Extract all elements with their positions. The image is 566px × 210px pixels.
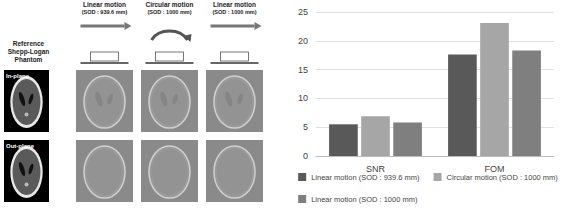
svg-text:(SOD : 939.6 mm): (SOD : 939.6 mm) [82,9,128,15]
svg-text:Reference: Reference [13,40,45,47]
svg-text:0: 0 [303,151,308,161]
svg-text:15: 15 [298,65,308,75]
svg-text:Linear motion: Linear motion [213,1,256,8]
svg-text:Out-plane: Out-plane [6,143,35,149]
svg-text:Shepp-Logan: Shepp-Logan [8,48,50,56]
svg-text:Linear motion (SOD : 939.6 mm): Linear motion (SOD : 939.6 mm) [311,173,420,182]
svg-text:SNR: SNR [366,163,385,174]
svg-text:In-plane: In-plane [6,73,30,79]
svg-text:FOM: FOM [484,163,505,174]
svg-text:10: 10 [298,93,308,103]
svg-text:5: 5 [303,122,308,132]
svg-text:20: 20 [298,36,308,46]
svg-text:(SOD : 1000 mm): (SOD : 1000 mm) [147,9,191,15]
svg-text:Linear motion: Linear motion [83,1,126,8]
svg-text:25: 25 [298,7,308,17]
svg-text:Circular motion (SOD : 1000 mm: Circular motion (SOD : 1000 mm) [447,173,559,182]
svg-text:Linear motion (SOD : 1000 mm): Linear motion (SOD : 1000 mm) [311,195,418,204]
svg-text:(SOD : 1000 mm): (SOD : 1000 mm) [212,9,256,15]
svg-text:Phantom: Phantom [15,56,43,63]
svg-text:Circular motion: Circular motion [145,1,193,8]
